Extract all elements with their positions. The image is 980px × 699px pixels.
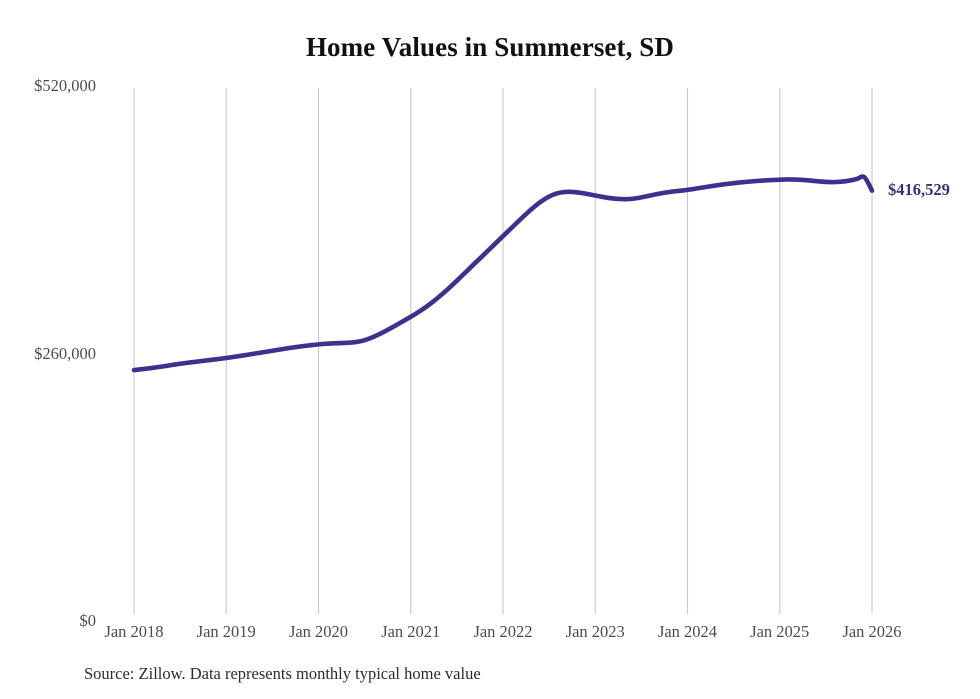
x-axis-tick-label-2019: Jan 2019 <box>196 622 256 641</box>
x-axis-tick-label-2025: Jan 2025 <box>750 622 810 641</box>
x-axis-tick-label-2026: Jan 2026 <box>842 622 902 641</box>
x-axis-tick-label-2018: Jan 2018 <box>104 622 164 641</box>
y-axis-tick-label-0: $0 <box>79 611 97 630</box>
y-axis-tick-label-520000: $520,000 <box>34 76 96 95</box>
chart-title: Home Values in Summerset, SD <box>305 32 675 62</box>
x-axis-tick-label-2022: Jan 2022 <box>473 622 533 641</box>
y-axis-tick-label-260000: $260,000 <box>34 344 96 363</box>
x-axis-tick-label-2024: Jan 2024 <box>657 622 718 641</box>
x-axis-tick-label-2021: Jan 2021 <box>381 622 441 641</box>
line-series-typical-home-value <box>131 174 875 373</box>
data-series-group <box>131 174 875 373</box>
gridlines <box>133 88 873 614</box>
x-axis-tick-label-2023: Jan 2023 <box>565 622 625 641</box>
x-axis-tick-label-2020: Jan 2020 <box>288 622 349 641</box>
source-note: Source: Zillow. Data represents monthly … <box>84 664 481 683</box>
endpoint-value-annotation: $416,529 <box>888 179 950 199</box>
